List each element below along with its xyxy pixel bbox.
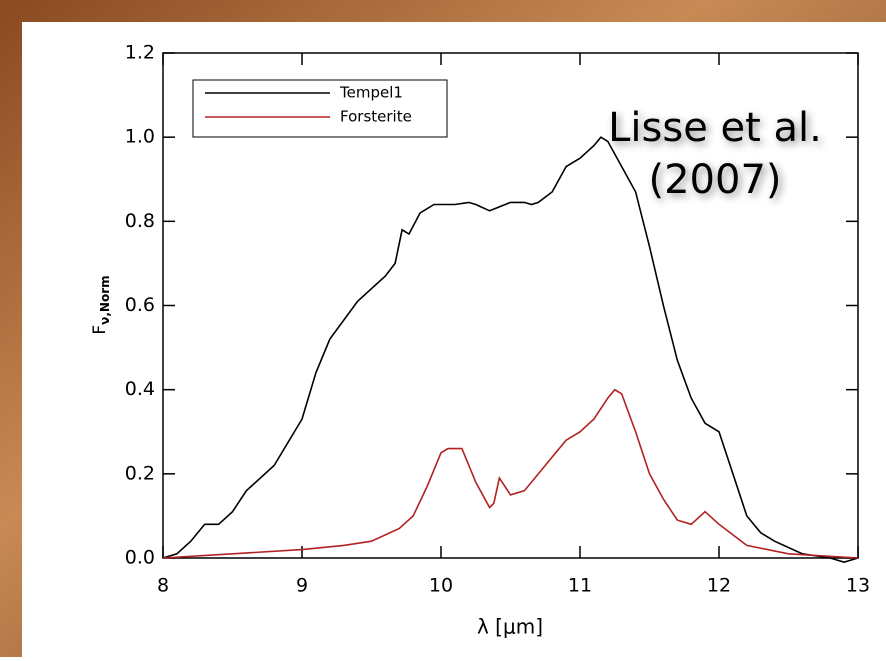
x-axis-label: λ [μm] (477, 615, 543, 639)
legend: Tempel1 Forsterite (205, 84, 412, 126)
legend-label: Tempel1 (339, 84, 403, 102)
y-tick-label: 0.6 (125, 294, 155, 316)
y-tick-label: 1.2 (125, 42, 155, 64)
x-tick-label: 8 (157, 575, 169, 597)
y-tick-label: 1.0 (125, 126, 155, 148)
legend-label: Forsterite (340, 108, 412, 126)
legend-box (192, 79, 448, 138)
x-tick-label: 12 (707, 575, 731, 597)
y-tick-label: 0.2 (125, 462, 155, 484)
series-line (162, 388, 859, 559)
y-axis-label-sub: ν,Norm (98, 275, 112, 324)
y-tick-label: 0.8 (125, 210, 155, 232)
panel (22, 22, 886, 657)
annotation: Lisse et al. (2007) (608, 105, 822, 203)
y-axis-label: Fν,Norm (90, 275, 112, 334)
series-line (162, 136, 859, 564)
x-tick-label: 9 (296, 575, 308, 597)
y-tick-label: 0.4 (125, 378, 155, 400)
x-tick-label: 10 (429, 575, 453, 597)
y-axis-label-main: F (90, 325, 110, 335)
x-tick-label: 13 (846, 575, 870, 597)
annotation-line: (2007) (648, 157, 781, 203)
plot-area: 8 9 10 11 12 13 0.0 0.2 0.4 0.6 0.8 1.0 1.2 (125, 42, 870, 597)
y-tick-label: 0.0 (125, 547, 155, 569)
annotation-line: Lisse et al. (608, 105, 822, 151)
x-tick-label: 11 (568, 575, 592, 597)
